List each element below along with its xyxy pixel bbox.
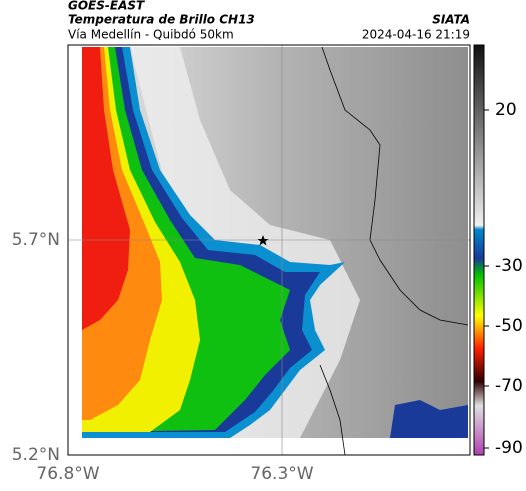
colorbar (473, 44, 485, 456)
source: GOES-EAST (68, 0, 145, 13)
colorbar-ticks: 20 -30 -50 -70 -90 (484, 100, 523, 458)
title: Temperatura de Brillo CH13 (68, 13, 255, 27)
map-image (67, 44, 471, 456)
lat-label: 5.7°N (12, 230, 60, 250)
colorbar-tick-label: -90 (495, 438, 523, 458)
colorbar-tick-label: -30 (495, 256, 523, 276)
org: SIATA (432, 13, 470, 27)
lon-label: 76.3°W (250, 464, 313, 484)
colorbar-tick-label: -70 (495, 376, 523, 396)
lat-label: 5.2°N (12, 445, 60, 465)
colorbar-tick-label: 20 (495, 100, 517, 120)
timestamp: 2024-04-16 21:19 (362, 28, 470, 42)
subtitle: Vía Medellín - Quibdó 50km (68, 28, 234, 42)
colorbar-tick-label: -50 (495, 316, 523, 336)
lon-label: 76.8°W (36, 464, 99, 484)
